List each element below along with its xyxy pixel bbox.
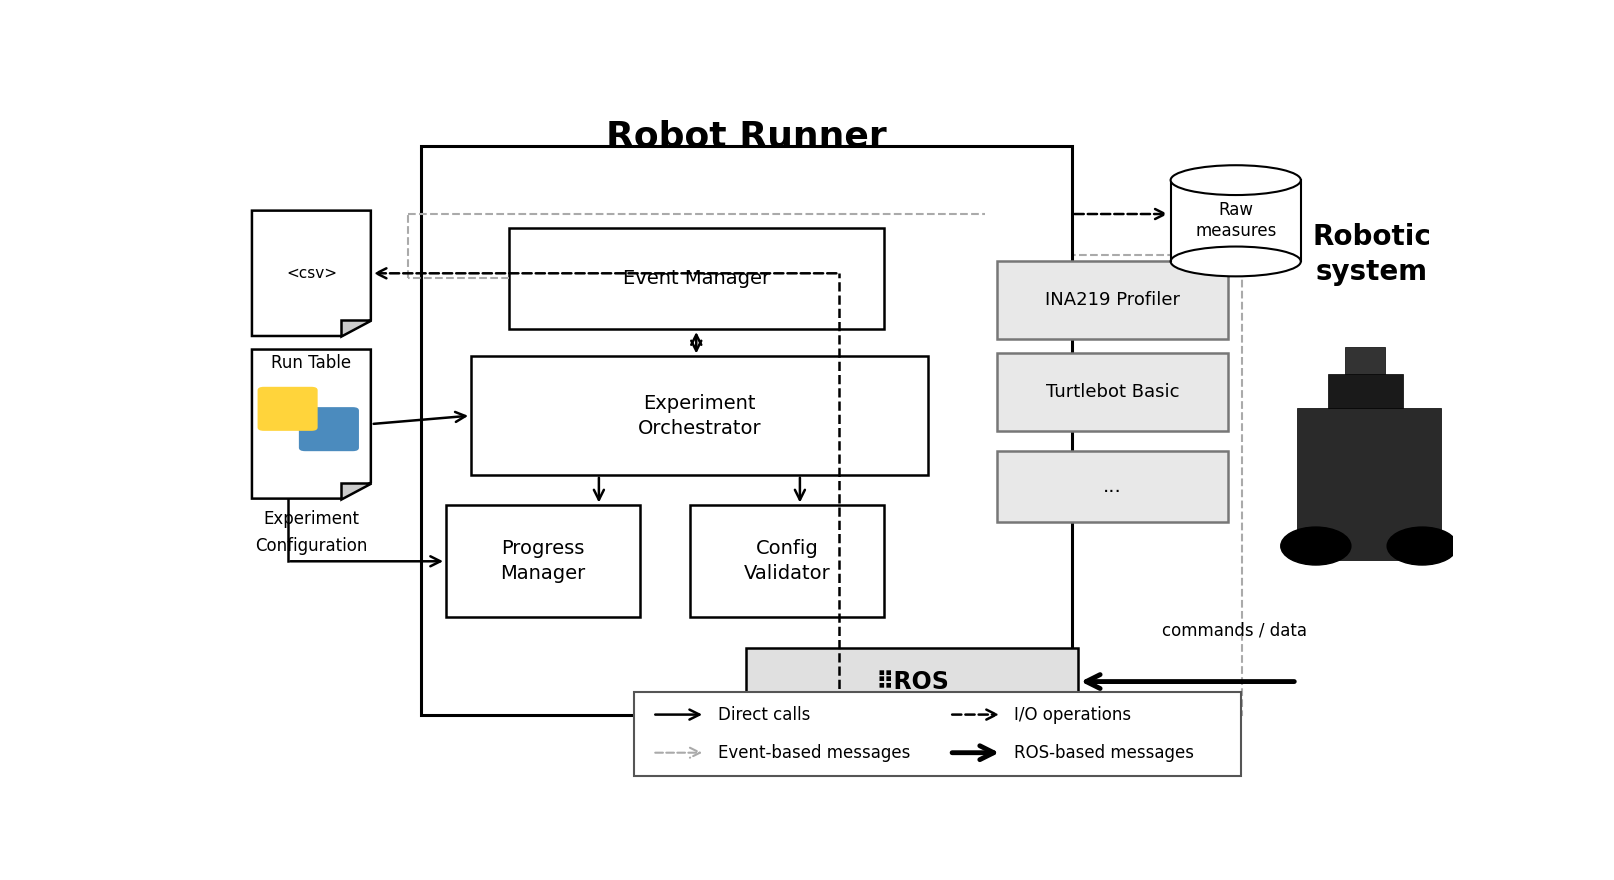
Circle shape — [1280, 527, 1349, 565]
Bar — [746, 648, 1078, 715]
FancyBboxPatch shape — [299, 407, 358, 451]
Text: Experiment: Experiment — [263, 510, 360, 528]
Bar — [445, 505, 639, 617]
Polygon shape — [341, 320, 371, 336]
Bar — [1344, 347, 1383, 374]
Text: ROS-based messages: ROS-based messages — [1014, 744, 1194, 762]
Bar — [1296, 407, 1440, 560]
Text: Config
Validator: Config Validator — [742, 539, 830, 583]
Text: INA219 Profiler: INA219 Profiler — [1044, 291, 1180, 310]
Text: ⠿ROS: ⠿ROS — [875, 670, 949, 693]
FancyBboxPatch shape — [257, 387, 318, 431]
Bar — [1170, 180, 1299, 261]
Text: <csv>: <csv> — [286, 266, 337, 281]
Text: commands / data: commands / data — [1160, 622, 1306, 640]
Text: Robot Runner: Robot Runner — [605, 119, 886, 153]
Bar — [471, 356, 926, 475]
Circle shape — [1386, 527, 1456, 565]
Text: Run Table: Run Table — [271, 354, 352, 372]
Bar — [689, 505, 883, 617]
Ellipse shape — [1170, 246, 1299, 276]
Bar — [508, 228, 883, 329]
Bar — [633, 692, 1240, 776]
Bar — [996, 261, 1228, 340]
Text: Event-based messages: Event-based messages — [717, 744, 909, 762]
Bar — [1327, 374, 1403, 407]
Text: Configuration: Configuration — [255, 537, 368, 555]
Text: Experiment
Orchestrator: Experiment Orchestrator — [638, 393, 760, 437]
Polygon shape — [341, 482, 371, 499]
Text: ...: ... — [1102, 477, 1122, 496]
Bar — [421, 146, 1072, 715]
Polygon shape — [252, 349, 371, 499]
Ellipse shape — [1170, 165, 1299, 195]
Bar — [996, 451, 1228, 523]
Text: Raw
measures: Raw measures — [1194, 202, 1275, 240]
Text: I/O operations: I/O operations — [1014, 706, 1131, 723]
Text: Event Manager: Event Manager — [623, 269, 770, 288]
Bar — [985, 254, 1241, 715]
Text: Turtlebot Basic: Turtlebot Basic — [1044, 383, 1178, 401]
Text: Robotic
system: Robotic system — [1312, 224, 1430, 286]
Bar — [996, 353, 1228, 431]
Text: Progress
Manager: Progress Manager — [500, 539, 586, 583]
Polygon shape — [252, 210, 371, 336]
Text: Direct calls: Direct calls — [717, 706, 809, 723]
